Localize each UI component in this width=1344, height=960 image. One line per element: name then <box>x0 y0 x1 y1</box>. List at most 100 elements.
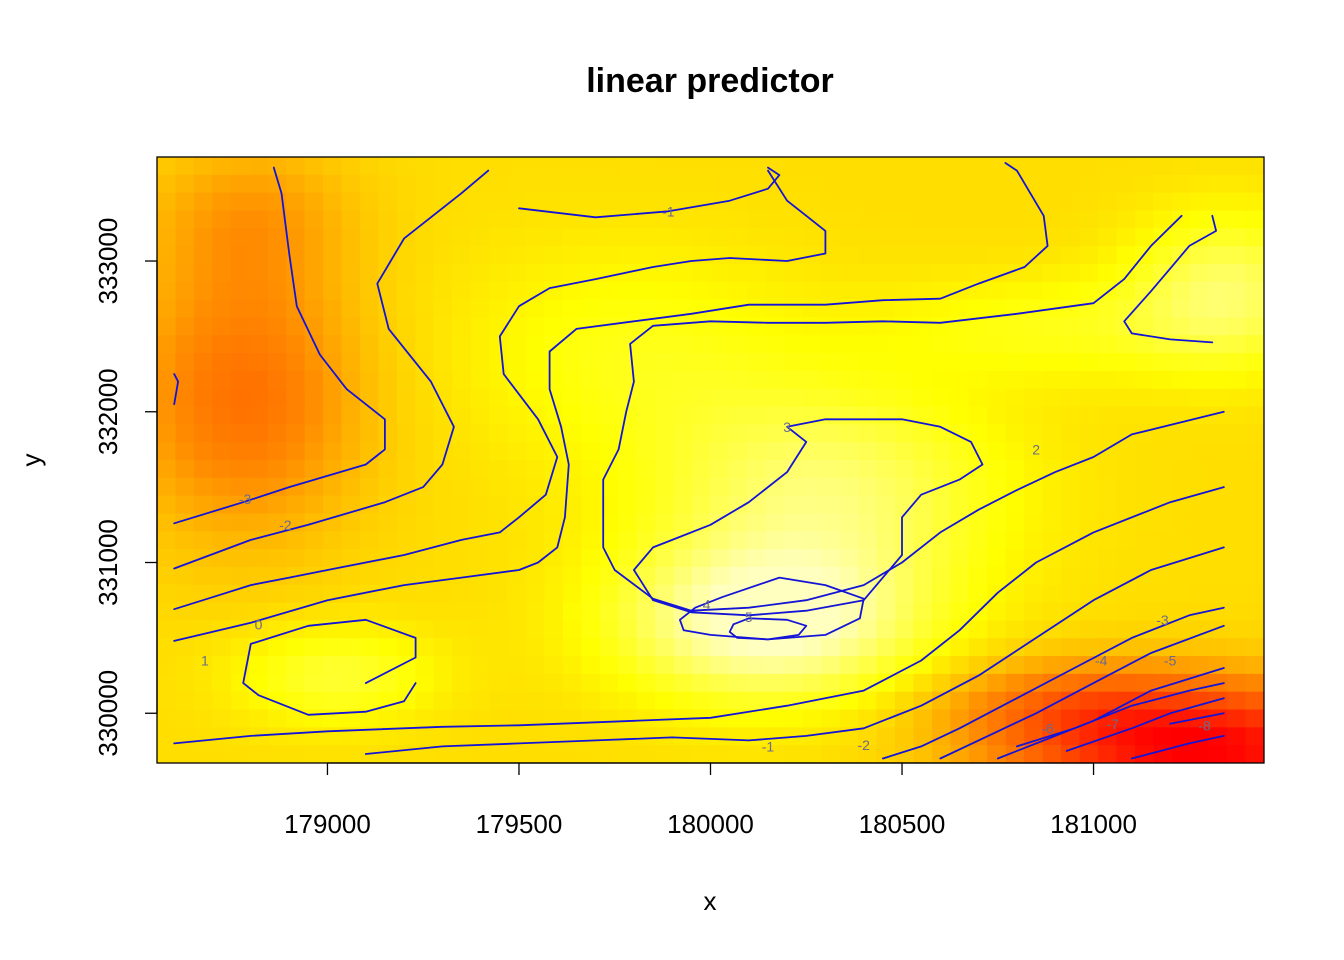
heatmap-cell <box>396 281 416 301</box>
heatmap-cell <box>1153 353 1173 372</box>
heatmap-cell <box>1061 566 1081 586</box>
heatmap-cell <box>1153 299 1173 319</box>
heatmap-cell <box>249 353 269 372</box>
heatmap-cell <box>1042 745 1062 763</box>
heatmap-cell <box>1024 531 1044 550</box>
heatmap-cell <box>858 424 878 443</box>
heatmap-cell <box>802 299 822 319</box>
heatmap-cell <box>655 745 675 763</box>
heatmap-cell <box>1079 263 1099 283</box>
heatmap-cell <box>710 727 730 746</box>
heatmap-cell <box>1116 442 1136 461</box>
heatmap-cell <box>1227 174 1247 194</box>
heatmap-cell <box>802 442 822 461</box>
heatmap-cell <box>507 495 527 515</box>
heatmap-cell <box>452 406 472 425</box>
heatmap-cell <box>987 513 1007 532</box>
heatmap-cell <box>1171 157 1191 176</box>
heatmap-cell <box>895 531 915 550</box>
heatmap-cell <box>1208 656 1228 675</box>
heatmap-cell <box>821 656 841 675</box>
heatmap-cell <box>599 531 619 550</box>
heatmap-cell <box>655 388 675 408</box>
heatmap-cell <box>876 406 896 425</box>
heatmap-cell <box>1079 460 1099 479</box>
contour-label: -6 <box>1041 720 1054 736</box>
heatmap-cell <box>858 335 878 354</box>
heatmap-cell <box>1005 353 1025 372</box>
heatmap-cell <box>710 370 730 390</box>
heatmap-cell <box>1079 192 1099 212</box>
heatmap-cell <box>1245 745 1264 763</box>
heatmap-cell <box>433 460 453 479</box>
heatmap-cell <box>286 460 306 479</box>
heatmap-cell <box>1079 566 1099 586</box>
heatmap-cell <box>1005 477 1025 497</box>
heatmap-cell <box>396 246 416 265</box>
heatmap-cell <box>230 638 250 657</box>
heatmap-cell <box>249 370 269 390</box>
heatmap-cell <box>913 673 933 693</box>
heatmap-cell <box>1079 709 1099 728</box>
heatmap-cell <box>784 299 804 319</box>
heatmap-cell <box>489 745 509 763</box>
heatmap-cell <box>581 691 601 711</box>
heatmap-cell <box>341 406 361 425</box>
heatmap-cell <box>968 192 988 212</box>
heatmap-cell <box>1227 584 1247 604</box>
heatmap-cell <box>415 745 435 763</box>
heatmap-cell <box>323 424 343 443</box>
heatmap-cell <box>913 709 933 728</box>
heatmap-cell <box>359 192 379 212</box>
heatmap-cell <box>784 531 804 550</box>
heatmap-cell <box>193 460 213 479</box>
heatmap-cell <box>1134 477 1154 497</box>
heatmap-cell <box>599 424 619 443</box>
heatmap-cell <box>710 745 730 763</box>
heatmap-cell <box>175 228 195 247</box>
heatmap-cell <box>821 531 841 550</box>
heatmap-cell <box>1116 495 1136 515</box>
heatmap-cell <box>249 263 269 283</box>
heatmap-cell <box>157 638 177 657</box>
heatmap-cell <box>895 495 915 515</box>
heatmap-cell <box>618 620 638 639</box>
heatmap-cell <box>1153 460 1173 479</box>
heatmap-cell <box>784 549 804 568</box>
heatmap-cell <box>876 192 896 212</box>
heatmap-cell <box>802 673 822 693</box>
heatmap-cell <box>1208 210 1228 229</box>
heatmap-cell <box>1042 246 1062 265</box>
heatmap-cell <box>1005 691 1025 711</box>
heatmap-cell <box>230 335 250 354</box>
heatmap-cell <box>1190 353 1210 372</box>
heatmap-cell <box>230 299 250 319</box>
heatmap-cell <box>1005 228 1025 247</box>
heatmap-cell <box>1190 620 1210 639</box>
heatmap-cell <box>249 513 269 532</box>
heatmap-cell <box>1208 638 1228 657</box>
heatmap-cell <box>212 281 232 301</box>
heatmap-cell <box>765 174 785 194</box>
heatmap-cell <box>692 424 712 443</box>
heatmap-cell <box>193 513 213 532</box>
y-tick-label: 333000 <box>93 218 123 305</box>
heatmap-cell <box>692 406 712 425</box>
heatmap-cell <box>304 442 324 461</box>
heatmap-cell <box>470 263 490 283</box>
heatmap-cell <box>1227 620 1247 639</box>
heatmap-cell <box>359 263 379 283</box>
heatmap-cell <box>858 317 878 336</box>
heatmap-cell <box>267 566 287 586</box>
heatmap-cell <box>212 424 232 443</box>
heatmap-cell <box>581 727 601 746</box>
heatmap-cell <box>987 388 1007 408</box>
heatmap-cell <box>1116 281 1136 301</box>
heatmap-cell <box>692 638 712 657</box>
heatmap-cell <box>581 174 601 194</box>
heatmap-cell <box>821 495 841 515</box>
heatmap-cell <box>489 709 509 728</box>
heatmap-cell <box>1024 406 1044 425</box>
heatmap-cell <box>378 673 398 693</box>
heatmap-cell <box>839 317 859 336</box>
